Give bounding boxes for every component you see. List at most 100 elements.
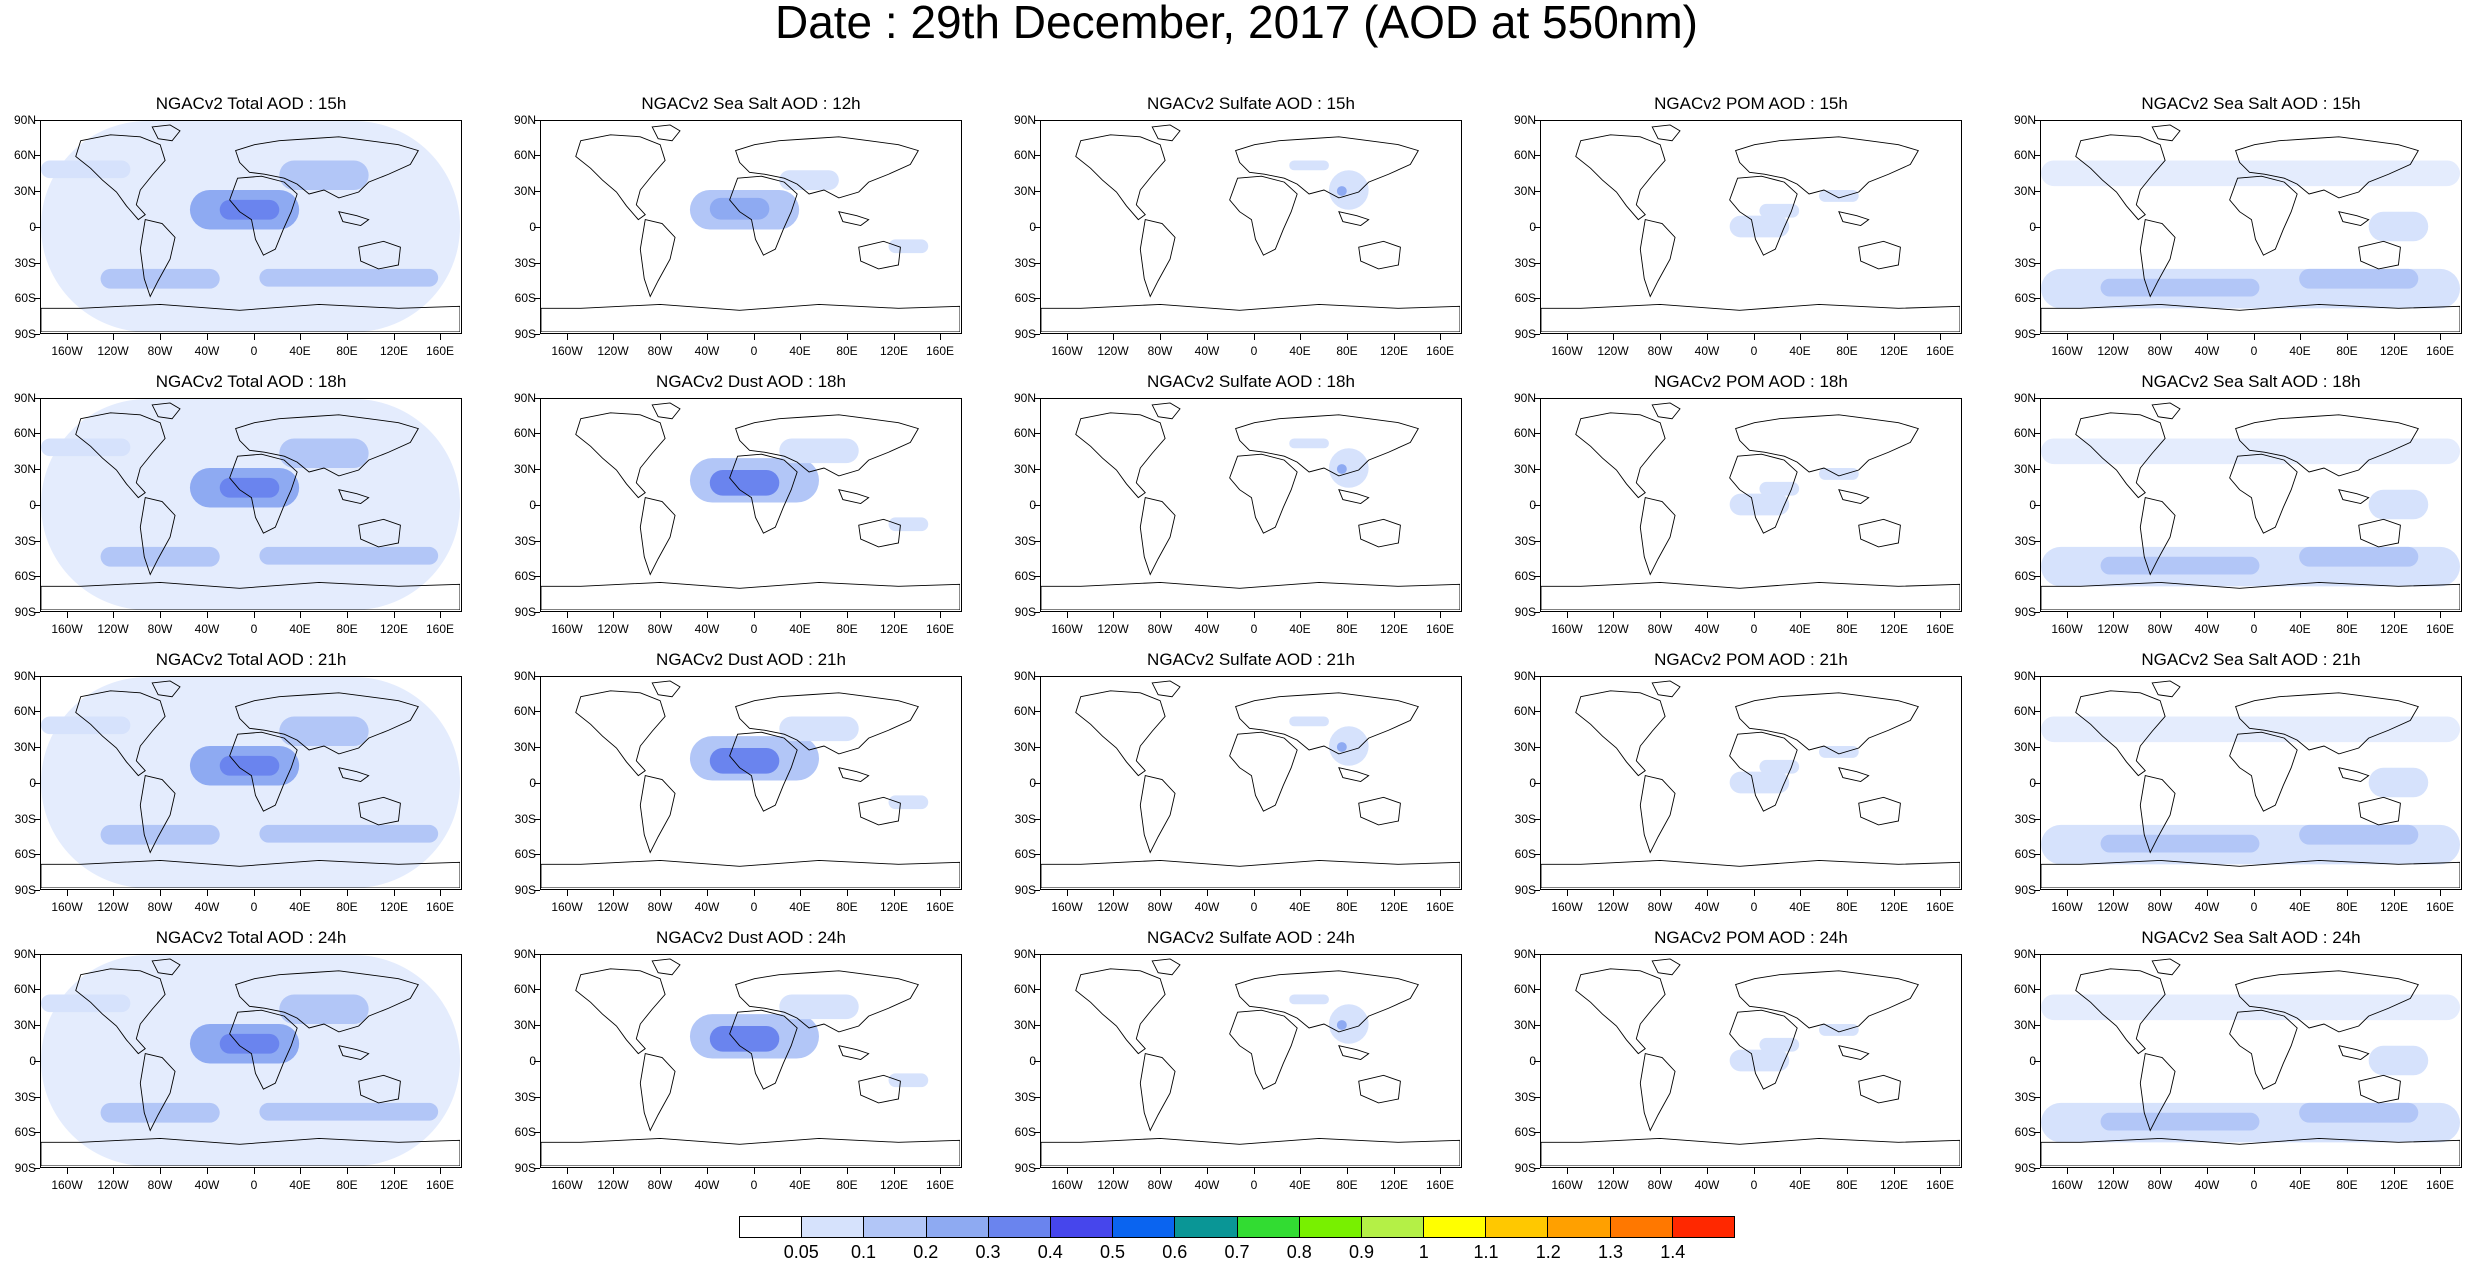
longitude-tick: [1800, 612, 1801, 618]
longitude-label: 0: [250, 622, 258, 636]
longitude-label: 40W: [194, 1178, 220, 1192]
latitude-tick: [2034, 433, 2040, 434]
coastline: [639, 219, 676, 298]
aod-shading: [2041, 994, 2460, 1021]
longitude-tick: [2394, 612, 2395, 618]
longitude-tick: [1800, 1168, 1801, 1174]
latitude-label: 90N: [2013, 391, 2036, 405]
latitude-label: 90S: [1014, 605, 1036, 619]
longitude-label: 120W: [1597, 344, 1629, 358]
latitude-tick: [1534, 1132, 1540, 1133]
map-panel: NGACv2 Sea Salt AOD : 15h 90N 60N 30N 0 30S 60…: [2000, 94, 2473, 368]
latitude-label: 60S: [14, 847, 36, 861]
latitude-tick: [1034, 298, 1040, 299]
coastline: [41, 1137, 460, 1166]
coastline: [1041, 859, 1460, 888]
colorbar-swatch: [1548, 1217, 1611, 1237]
longitude-label: 40E: [2289, 1178, 2311, 1192]
world-map: [40, 676, 462, 890]
latitude-tick: [2034, 155, 2040, 156]
map-canvas: [1541, 958, 1960, 1166]
coastline: [541, 303, 960, 332]
latitude-tick: [34, 469, 40, 470]
longitude-tick: [2113, 890, 2114, 896]
coastline: [2139, 775, 2176, 854]
coastline: [1358, 518, 1401, 548]
longitude-tick: [940, 1168, 941, 1174]
longitude-tick: [2207, 1168, 2208, 1174]
longitude-tick: [2254, 334, 2255, 340]
panel-title: NGACv2 Total AOD : 15h: [155, 94, 347, 113]
aod-shading: [219, 477, 280, 498]
longitude-label: 40W: [1194, 344, 1220, 358]
longitude-tick: [940, 334, 941, 340]
longitude-label: 80E: [2336, 622, 2358, 636]
latitude-label: 0: [29, 220, 36, 234]
colorbar-label: 0.05: [783, 1242, 819, 1262]
world-map: [2040, 398, 2462, 612]
longitude-label: 80E: [2336, 344, 2358, 358]
latitude-tick: [2034, 120, 2040, 121]
aod-shading: [2100, 278, 2260, 297]
map-canvas: [1041, 958, 1460, 1166]
latitude-label: 30N: [1013, 184, 1036, 198]
longitude-label: 160E: [2425, 900, 2455, 914]
colorbar-swatch: [1113, 1217, 1176, 1237]
longitude-tick: [1613, 334, 1614, 340]
latitude-tick: [1534, 1025, 1540, 1026]
longitude-tick: [1067, 890, 1068, 896]
panel-title: NGACv2 POM AOD : 24h: [1654, 928, 1848, 947]
latitude-tick: [1534, 854, 1540, 855]
longitude-tick: [1707, 612, 1708, 618]
longitude-tick: [1800, 890, 1801, 896]
aod-shading: [1759, 481, 1800, 496]
coastline: [2338, 767, 2370, 782]
longitude-tick: [1940, 890, 1941, 896]
longitude-label: 0: [1250, 900, 1258, 914]
latitude-label: 60S: [514, 569, 536, 583]
colorbar-swatches: [739, 1216, 1735, 1238]
panel-title: NGACv2 Sea Salt AOD : 21h: [2141, 650, 2361, 669]
longitude-label: 0: [2250, 1178, 2258, 1192]
longitude-label: 120E: [379, 622, 409, 636]
latitude-tick: [534, 398, 540, 399]
latitude-label: 60S: [1014, 1125, 1036, 1139]
colorbar-label: 0.4: [1037, 1242, 1063, 1262]
latitude-tick: [34, 334, 40, 335]
latitude-label: 0: [1529, 220, 1536, 234]
latitude-label: 90S: [1514, 327, 1536, 341]
latitude-label: 0: [1029, 1054, 1036, 1068]
colorbar-swatch: [740, 1217, 803, 1237]
panel-title: NGACv2 Total AOD : 18h: [155, 372, 347, 391]
aod-shading: [2368, 767, 2429, 798]
longitude-label: 120W: [97, 344, 129, 358]
longitude-label: 40W: [194, 900, 220, 914]
longitude-tick: [67, 612, 68, 618]
latitude-tick: [34, 747, 40, 748]
latitude-label: 90N: [1013, 669, 1036, 683]
coastline: [838, 489, 870, 504]
longitude-tick: [2160, 1168, 2161, 1174]
longitude-tick: [1613, 1168, 1614, 1174]
coastline: [2041, 859, 2460, 888]
longitude-tick: [1940, 612, 1941, 618]
longitude-tick: [300, 612, 301, 618]
coastline: [838, 211, 870, 226]
aod-shading: [779, 170, 839, 191]
longitude-label: 120W: [97, 900, 129, 914]
coastline: [541, 1137, 960, 1166]
coastline: [1151, 680, 1181, 698]
longitude-tick: [2207, 334, 2208, 340]
latitude-label: 60S: [1514, 569, 1536, 583]
coastline: [1858, 240, 1901, 270]
latitude-label: 90N: [1513, 113, 1536, 127]
aod-shading: [2100, 1112, 2260, 1131]
colorbar-swatch: [1175, 1217, 1238, 1237]
longitude-label: 80W: [1147, 344, 1173, 358]
coastline: [1729, 175, 1798, 256]
longitude-tick: [754, 334, 755, 340]
latitude-label: 30N: [13, 1018, 36, 1032]
longitude-tick: [894, 1168, 895, 1174]
longitude-label: 40W: [694, 900, 720, 914]
latitude-tick: [1034, 954, 1040, 955]
